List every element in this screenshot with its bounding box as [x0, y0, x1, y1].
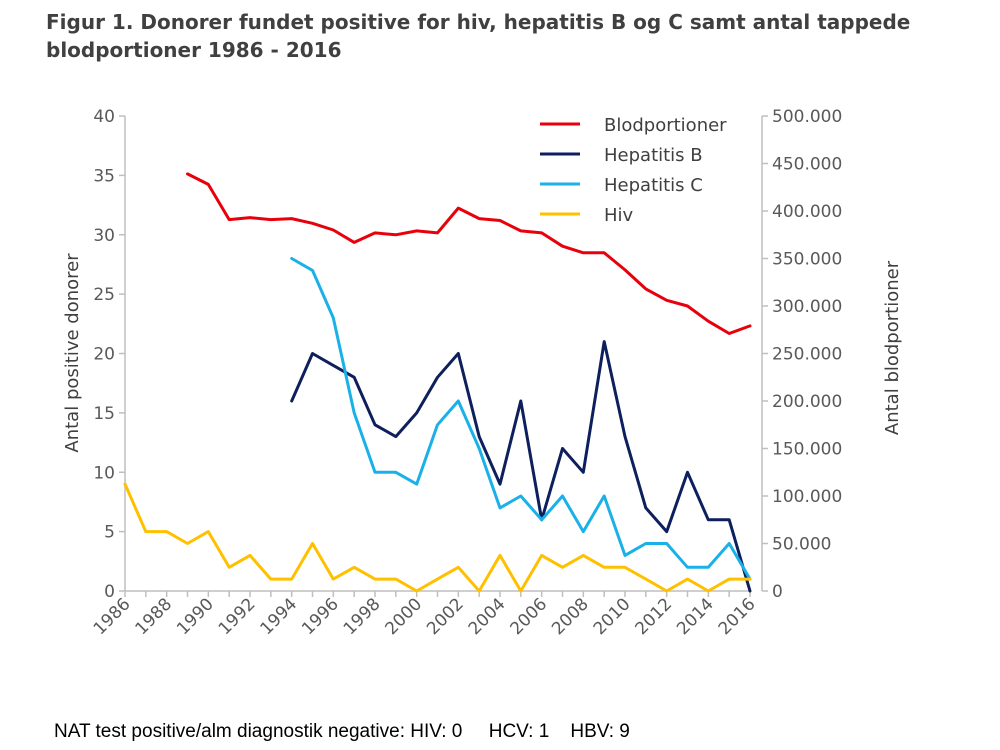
chart-title: Figur 1. Donorer fundet positive for hiv…: [46, 10, 911, 62]
y-right-tick-label: 350.000: [772, 250, 842, 270]
y-right-tick-label: 500.000: [772, 107, 842, 127]
y-left-tick-label: 20: [93, 345, 115, 365]
y-left-tick-label: 35: [93, 166, 115, 186]
x-tick-label: 1998: [340, 594, 385, 639]
y-left-tick-label: 40: [93, 107, 115, 127]
footnote: NAT test positive/alm diagnostik negativ…: [54, 721, 630, 742]
y-right-tick-label: 200.000: [772, 392, 842, 412]
line-chart: 1986198819901992199419961998200020022004…: [62, 107, 903, 639]
x-tick-label: 2002: [423, 594, 468, 639]
x-tick-label: 2006: [506, 594, 551, 639]
y-right-tick-label: 300.000: [772, 297, 842, 317]
x-tick-label: 1994: [256, 594, 301, 639]
y-left-tick-label: 15: [93, 404, 115, 424]
x-tick-label: 2010: [590, 594, 635, 639]
x-tick-label: 2016: [715, 594, 760, 639]
y-left-tick-label: 0: [104, 582, 115, 602]
series-line-hepatitis-b: [290, 340, 752, 593]
y-left-tick-label: 30: [93, 226, 115, 246]
y-left-tick-label: 10: [93, 463, 115, 483]
x-tick-label: 2014: [673, 594, 718, 639]
y-right-tick-label: 450.000: [772, 155, 842, 175]
x-tick-label: 2000: [381, 594, 426, 639]
y-right-axis-title: Antal blodportioner: [882, 260, 903, 435]
legend-label-hiv: Hiv: [604, 205, 634, 226]
x-tick-label: 1988: [131, 594, 176, 639]
x-tick-label: 1990: [173, 594, 218, 639]
y-right-tick-label: 250.000: [772, 345, 842, 365]
y-right-tick-label: 50.000: [772, 535, 831, 555]
x-tick-label: 2004: [465, 594, 510, 639]
y-right-tick-label: 150.000: [772, 440, 842, 460]
series-line-hepatitis-c: [290, 257, 752, 581]
y-right-tick-labels: 0 50.000 100.000 150.000 200.000 250.000 300.0…: [772, 107, 842, 602]
x-tick-labels: 1986198819901992199419961998200020022004…: [90, 594, 760, 639]
y-left-tick-label: 25: [93, 285, 115, 305]
y-right-tick-label: 100.000: [772, 487, 842, 507]
y-left-axis-title: Antal positive donorer: [62, 253, 83, 453]
y-right-tick-label: 0: [772, 582, 783, 602]
legend: Blodportioner Hepatitis B Hepatitis C Hiv: [540, 115, 727, 226]
legend-label-hepatitis-b: Hepatitis B: [604, 145, 703, 166]
y-right-tick-label: 400.000: [772, 202, 842, 222]
legend-label-hepatitis-c: Hepatitis C: [604, 175, 703, 196]
x-tick-label: 1996: [298, 594, 343, 639]
x-tick-label: 1992: [215, 594, 260, 639]
series-line-hiv: [123, 482, 752, 593]
legend-label-blodportioner: Blodportioner: [604, 115, 727, 136]
y-left-tick-labels: 0 5 10 15 20 25 30 35 40: [93, 107, 115, 602]
series-lines: [123, 172, 752, 593]
series-line-blodportioner: [186, 172, 752, 335]
y-left-tick-label: 5: [104, 523, 115, 543]
axes: [119, 115, 768, 597]
x-tick-label: 2008: [548, 594, 593, 639]
x-tick-label: 2012: [631, 594, 676, 639]
